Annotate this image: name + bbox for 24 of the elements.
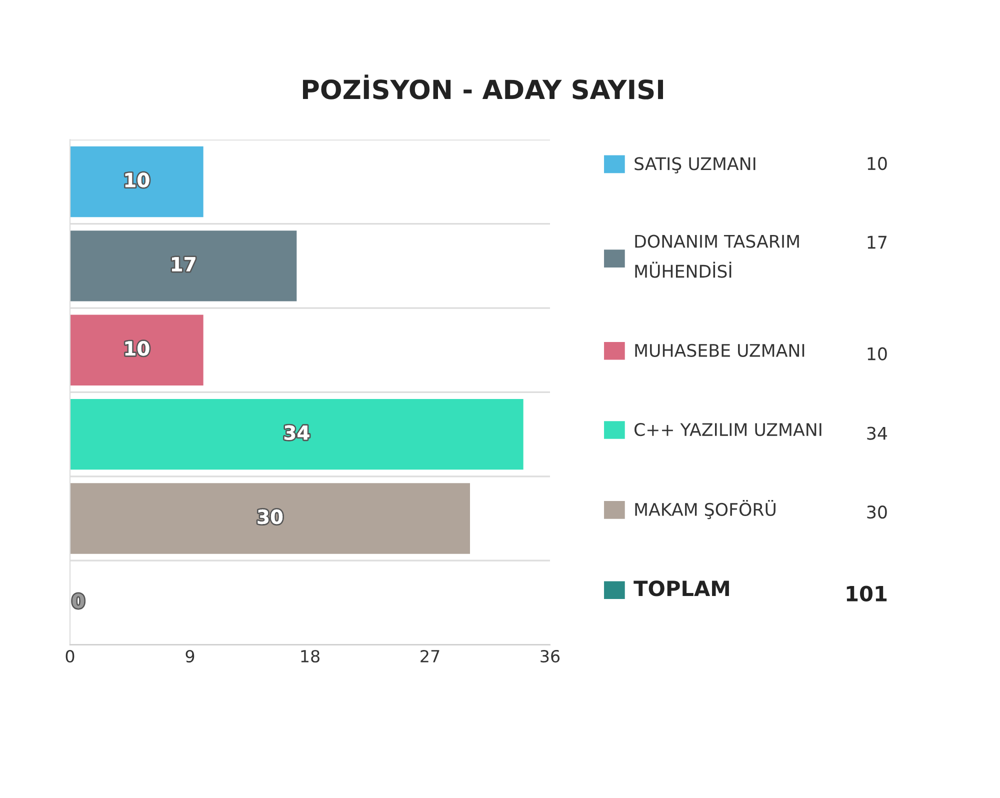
legend-label: SATIŞ UZMANI [634,157,756,174]
x-tick-label: 0 [66,650,74,663]
text: 101 [846,586,887,602]
x-tick-label: 9 [186,650,194,663]
data-label: 10 [125,172,150,188]
x-tick-label: 36 [540,650,560,663]
text: 10 [868,347,887,360]
x-tick-label: 18 [301,650,320,663]
data-label: 17 [172,257,196,272]
chart-title: POZİSYON - ADAY SAYISI [302,74,664,100]
legend-label: MAKAM ŞOFÖRÜ [635,500,776,520]
data-label: 34 [284,425,310,440]
legend-label: C++ YAZILIM UZMANI [634,422,822,436]
x-tick-label: 27 [420,650,440,662]
legend-label: MUHASEBE UZMANI [635,344,804,357]
legend-label: TOPLAM [634,580,729,596]
text: 34 [867,426,888,440]
legend-label: DONANIM TASARIM MÜHENDİSİ [635,234,799,278]
text: 30 [867,506,887,519]
text: 10 [868,156,887,170]
text: 17 [868,236,887,249]
data-label: 30 [258,509,283,524]
data-label: 10 [125,341,150,356]
data-label: 0 [72,594,84,608]
